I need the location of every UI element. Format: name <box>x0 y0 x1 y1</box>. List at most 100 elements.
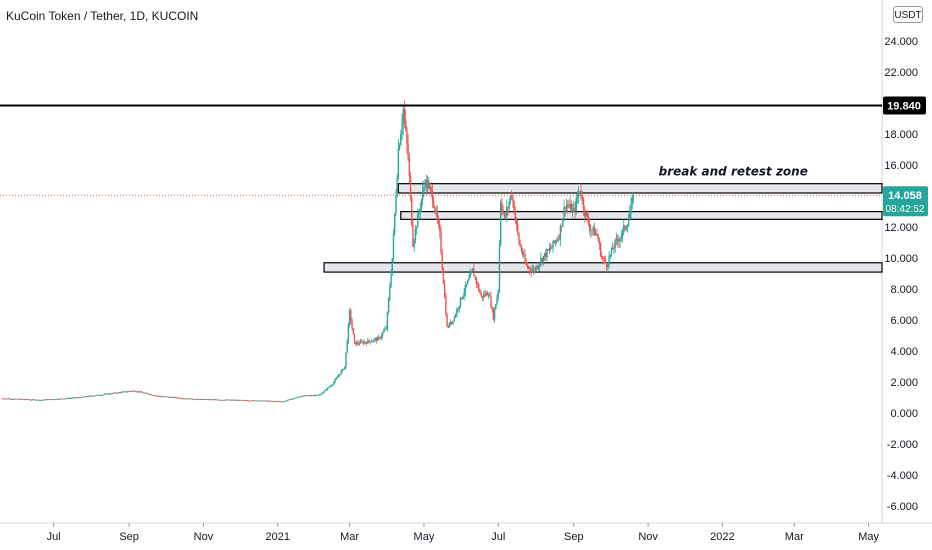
candle <box>330 385 333 387</box>
candle <box>384 328 386 331</box>
candle <box>323 391 325 393</box>
candle <box>305 395 307 397</box>
candle <box>202 399 205 400</box>
candle <box>104 393 106 395</box>
candle <box>240 399 242 401</box>
candle <box>524 254 526 262</box>
currency-button[interactable]: USDT <box>893 6 923 23</box>
candle <box>398 144 401 150</box>
candle <box>519 243 521 247</box>
candle <box>577 192 580 198</box>
candle <box>238 400 240 401</box>
candle <box>530 269 532 272</box>
candle <box>422 189 424 200</box>
candle <box>273 401 275 402</box>
candle <box>531 270 534 272</box>
zone-annotation[interactable]: break and retest zone <box>659 164 808 178</box>
candle <box>532 269 535 271</box>
candle <box>508 201 510 208</box>
candle <box>319 394 322 396</box>
candle <box>147 393 150 395</box>
candle <box>626 226 629 228</box>
candle <box>46 399 49 401</box>
candle <box>239 399 241 401</box>
candle <box>426 179 429 189</box>
candle <box>30 399 33 401</box>
candle <box>105 393 107 395</box>
candle <box>542 256 545 262</box>
candle <box>568 206 570 208</box>
candle <box>595 233 597 236</box>
candle <box>424 186 426 188</box>
candle <box>320 393 323 395</box>
candle <box>303 395 306 397</box>
zone-rectangle[interactable] <box>323 262 883 273</box>
candle <box>266 400 268 402</box>
candle <box>607 264 609 268</box>
zone-rectangle[interactable] <box>400 211 883 220</box>
candle <box>590 229 592 231</box>
candle <box>145 392 147 394</box>
candle <box>580 190 582 198</box>
candle <box>334 379 336 383</box>
candle <box>38 399 40 401</box>
candle <box>517 223 519 234</box>
candle <box>549 248 552 250</box>
candle <box>140 391 143 393</box>
candle <box>84 396 86 398</box>
time-tick-label: Jul <box>491 531 505 543</box>
candle <box>400 133 402 145</box>
candle <box>552 240 554 248</box>
candle <box>307 395 309 397</box>
candle <box>94 395 96 397</box>
candle <box>625 227 627 230</box>
candle <box>280 401 283 403</box>
candle <box>386 311 389 329</box>
candle <box>481 295 484 298</box>
candle <box>428 185 430 189</box>
candle <box>274 401 277 402</box>
candle <box>333 382 335 385</box>
candle <box>397 149 400 178</box>
candle <box>122 391 124 393</box>
candle <box>609 254 612 257</box>
candle <box>52 399 55 401</box>
candle <box>380 336 383 339</box>
candle <box>464 285 467 293</box>
candle <box>317 394 319 396</box>
candle <box>79 397 82 399</box>
candle <box>163 396 166 398</box>
candle <box>255 400 257 402</box>
candle <box>512 196 514 202</box>
candle <box>23 399 26 401</box>
candle <box>289 399 291 400</box>
candle <box>6 398 9 400</box>
candle <box>195 399 197 401</box>
candle <box>592 226 594 230</box>
candle <box>361 341 363 342</box>
candle <box>262 400 264 402</box>
candle <box>493 309 496 320</box>
candle <box>344 366 346 370</box>
zone-rectangle[interactable] <box>397 183 883 194</box>
candle <box>470 271 473 274</box>
candle <box>367 340 369 344</box>
candle <box>267 400 269 402</box>
candle <box>409 176 412 198</box>
candle <box>529 267 531 270</box>
candle <box>196 398 199 400</box>
candle <box>513 201 515 214</box>
candle <box>20 398 22 400</box>
price-tick-label: 6.000 <box>890 315 918 327</box>
candle <box>233 399 235 401</box>
candle <box>372 341 374 342</box>
candle <box>504 215 507 217</box>
candle <box>414 228 417 240</box>
candle <box>63 398 66 400</box>
candle <box>21 398 23 400</box>
candle <box>297 396 300 398</box>
candle <box>263 400 266 402</box>
candle <box>395 196 397 214</box>
